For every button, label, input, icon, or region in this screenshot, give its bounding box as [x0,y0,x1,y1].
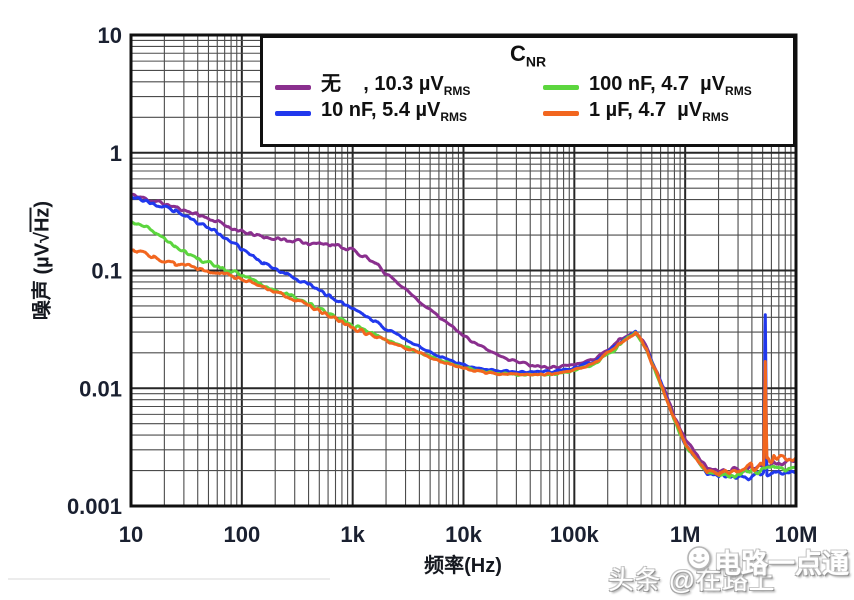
y-tick-label: 0.1 [91,259,122,284]
y-tick-label: 1 [110,141,122,166]
x-tick-label: 10k [445,522,482,547]
legend-swatch-cnr-100nF [543,84,579,90]
series-cnr-1uF-curve [132,248,795,477]
x-tick-label: 100 [223,522,260,547]
legend-label-cnr-10nF: 10 nF, 5.4 µVRMS [321,98,468,124]
x-tick-label: 1k [340,522,365,547]
legend-swatch-cnr-10nF [275,110,311,116]
x-tick-label: 1M [670,522,701,547]
y-tick-label: 10 [98,23,122,48]
series-cnr-none-curve [132,192,795,477]
legend-item-cnr-1uF: 1 µF, 4.7 µVRMS [543,98,793,126]
legend-swatch-cnr-none [275,84,311,90]
brand-watermark: 电路一点通 [686,542,849,581]
artifact-line [8,578,330,580]
brand-watermark-text: 电路一点通 [714,549,849,579]
tick-labels: 10 100 1k 10k 100k 1M 10M 10 1 0.1 0.01 0.001 [67,23,817,547]
x-tick-label: 100k [550,522,600,547]
legend-items: 无 , 10.3 µVRMS 10 nF, 5.4 µVRMS 100 nF, 4.… [263,72,793,126]
y-tick-label: 0.001 [67,494,122,519]
legend-label-cnr-none: 无 , 10.3 µVRMS [321,72,471,98]
legend-item-cnr-10nF: 10 nF, 5.4 µVRMS [275,98,543,126]
legend-item-cnr-none: 无 , 10.3 µVRMS [275,72,543,100]
legend-label-cnr-100nF: 100 nF, 4.7 µVRMS [589,72,752,98]
legend-title: CNR [509,41,547,70]
curves [132,192,795,482]
y-axis-title: 噪声 (µV√Hz) [31,200,54,321]
legend-swatch-cnr-1uF [543,110,579,116]
legend-item-cnr-100nF: 100 nF, 4.7 µVRMS [543,72,793,100]
legend-box: CNR 无 , 10.3 µVRMS 10 nF, 5.4 µVRMS 100 nF… [260,35,796,147]
x-axis-title: 频率(Hz) [424,555,502,577]
legend-label-cnr-1uF: 1 µF, 4.7 µVRMS [589,98,729,124]
x-tick-label: 10 [119,522,143,547]
brand-smiley-icon [686,545,712,578]
y-tick-label: 0.01 [79,376,122,401]
toutiao-watermark: 头条 @在路上2022T2 [608,565,776,600]
x-tick-label: 10M [775,522,818,547]
